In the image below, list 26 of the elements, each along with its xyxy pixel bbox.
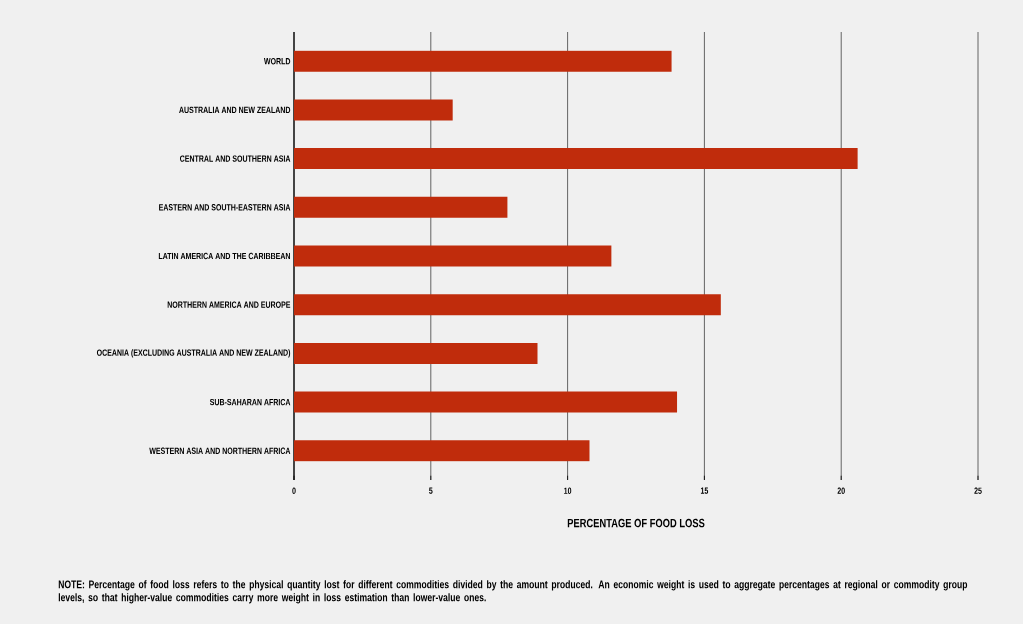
text: NOTE: Percentage of food loss refers to the physical quantity lost for different commodities divided by the amount produced. An economic weight is used to aggregate percentages at regional or commodity group levels, so that higher-value commodities carry more weight in loss estimation than lower-value ones. (58, 580, 968, 604)
y-tick-label: LATIN AMERICA AND THE CARIBBEAN (158, 252, 290, 260)
y-tick-label: NORTHERN AMERICA AND EUROPE (167, 301, 291, 308)
bar (294, 196, 508, 218)
x-tick-label: 25 (974, 487, 982, 494)
bar (294, 294, 721, 316)
bar (294, 342, 538, 364)
x-tick-label: 0 (292, 487, 296, 494)
bar (294, 440, 590, 462)
bar (294, 148, 858, 170)
y-tick-label: AUSTRALIA AND NEW ZEALAND (179, 106, 291, 114)
y-tick-label: OCEANIA (EXCLUDING AUSTRALIA AND NEW ZEALAND) (96, 349, 291, 358)
bar (294, 50, 672, 72)
x-tick-label: 20 (837, 487, 845, 494)
y-tick-label: WESTERN ASIA AND NORTHERN AFRICA (149, 447, 291, 454)
y-tick-label: SUB-SAHARAN AFRICA (209, 398, 291, 406)
x-tick-label: 15 (700, 487, 709, 494)
x-axis-title: PERCENTAGE OF FOOD LOSS (567, 518, 705, 528)
x-tick-label: 5 (429, 487, 433, 494)
bar (294, 391, 678, 413)
y-tick-label: CENTRAL AND SOUTHERN ASIA (179, 155, 291, 162)
y-tick-label: EASTERN AND SOUTH-EASTERN ASIA (159, 204, 291, 211)
x-tick-label: 10 (564, 487, 572, 494)
bar (294, 245, 612, 267)
y-tick-label: WORLD (263, 58, 291, 65)
bar (294, 99, 453, 121)
